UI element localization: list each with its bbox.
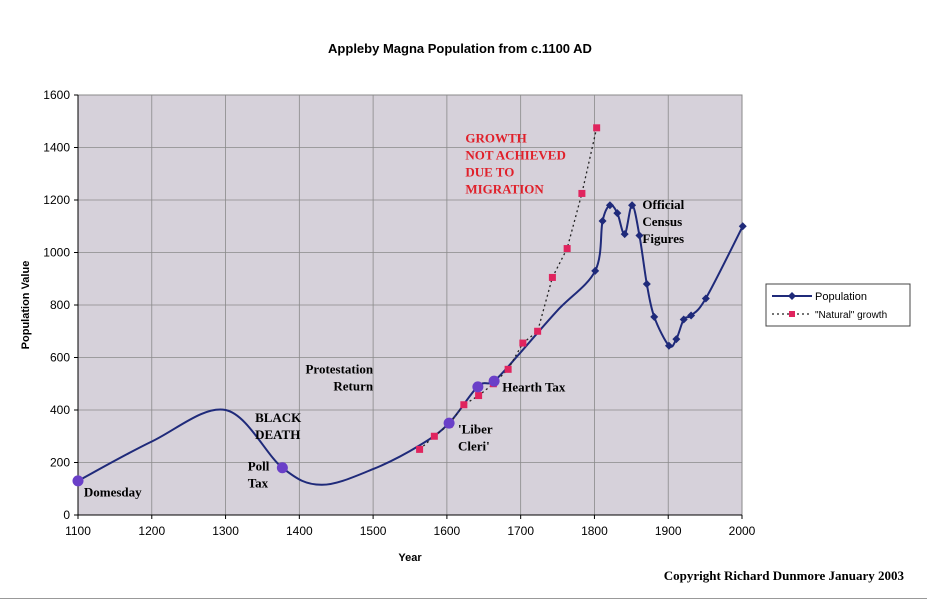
legend-natural-label: "Natural" growth (815, 310, 887, 321)
series-layer (72, 124, 747, 487)
annotation-line: Protestation (305, 361, 373, 376)
y-tick-label: 0 (63, 508, 70, 522)
annotation-growth-note: GROWTH NOT ACHIEVED DUE TO MIGRATION (465, 130, 566, 196)
population-point (701, 294, 710, 303)
historical-source-marker (443, 417, 455, 429)
population-point (613, 209, 622, 218)
x-tick-label: 1700 (507, 524, 534, 538)
y-tick-label: 200 (50, 456, 70, 470)
natural-growth-point (460, 401, 468, 409)
annotation-line: BLACK (255, 410, 302, 425)
bottom-rule (0, 598, 927, 599)
chart-title: Appleby Magna Population from c.1100 AD (328, 41, 592, 56)
x-tick-label: 1600 (434, 524, 461, 538)
population-point (642, 280, 651, 288)
natural-growth-point (548, 273, 556, 281)
x-tick-label: 1800 (581, 524, 608, 538)
historical-source-marker (488, 375, 500, 387)
population-point (679, 315, 688, 324)
population-point (664, 341, 673, 350)
population-point (620, 230, 629, 239)
x-tick-label: 1300 (212, 524, 239, 538)
natural-growth-point (593, 124, 601, 132)
annotation-protestation-return: Protestation Return (305, 361, 373, 393)
natural-growth-point (578, 189, 586, 197)
x-tick-label: 1500 (360, 524, 387, 538)
annotation-line: Figures (642, 231, 684, 246)
copyright-note: Copyright Richard Dunmore January 2003 (664, 568, 905, 583)
historical-source-marker (472, 381, 484, 393)
annotation-line: NOT ACHIEVED (465, 147, 566, 162)
annotations: Domesday BLACK DEATH Poll Tax Protestation Ret… (84, 130, 685, 499)
annotation-line: Cleri' (458, 439, 490, 454)
population-point (738, 222, 747, 231)
natural-growth-point (504, 365, 512, 373)
historical-source-marker (72, 475, 84, 487)
y-tick-label: 1200 (43, 193, 70, 207)
population-point (650, 312, 659, 321)
annotation-line: Census (642, 214, 682, 229)
population-point (605, 201, 614, 210)
legend: Population "Natural" growth (765, 283, 911, 327)
annotation-domesday: Domesday (84, 485, 142, 500)
population-point (635, 231, 644, 240)
annotation-line: Poll (248, 458, 270, 473)
annotation-line: Domesday (84, 485, 142, 500)
x-tick-label: 1400 (286, 524, 313, 538)
x-tick-label: 1200 (138, 524, 165, 538)
natural-growth-point (519, 339, 527, 347)
y-axis-title: Population Value (20, 261, 32, 350)
annotation-line: Hearth Tax (502, 380, 566, 395)
annotation-line: Return (333, 378, 373, 393)
population-point (591, 266, 600, 275)
natural-growth-point (563, 245, 571, 253)
y-tick-label: 600 (50, 351, 70, 365)
x-axis-title: Year (398, 552, 422, 564)
annotation-line: GROWTH (465, 130, 526, 145)
population-point (672, 335, 681, 344)
legend-population-marker (788, 292, 796, 300)
natural-growth-point (430, 432, 438, 440)
axes: 1100 1200 1300 1400 1500 1600 1700 1800 1900 2000… (43, 88, 755, 538)
natural-growth-point (475, 392, 483, 400)
y-tick-label: 1600 (43, 88, 70, 102)
legend-population-label: Population (815, 291, 867, 303)
annotation-line: DEATH (255, 427, 300, 442)
population-point (687, 311, 696, 320)
annotation-liber-cleri: 'Liber Cleri' (458, 422, 493, 454)
annotation-poll-tax: Poll Tax (248, 458, 270, 490)
legend-natural-marker (789, 311, 795, 317)
population-point (628, 201, 637, 210)
annotation-line: Official (642, 197, 684, 212)
legend-box (765, 283, 911, 327)
annotation-line: Tax (248, 475, 269, 490)
annotation-hearth-tax: Hearth Tax (502, 380, 566, 395)
natural-growth-point (416, 445, 424, 453)
annotation-census: Official Census Figures (642, 197, 684, 246)
population-series-line (77, 204, 744, 486)
y-tick-label: 1000 (43, 246, 70, 260)
x-tick-label: 1100 (65, 524, 91, 538)
x-tick-label: 1900 (655, 524, 682, 538)
annotation-black-death: BLACK DEATH (255, 410, 302, 442)
annotation-line: 'Liber (458, 422, 493, 437)
y-tick-label: 400 (50, 403, 70, 417)
annotation-line: DUE TO (465, 164, 514, 179)
x-tick-label: 2000 (729, 524, 756, 538)
population-point (598, 217, 607, 225)
y-tick-label: 800 (50, 298, 70, 312)
y-tick-label: 1400 (43, 141, 70, 155)
annotation-line: MIGRATION (465, 181, 544, 196)
natural-growth-point (534, 327, 542, 335)
historical-source-marker (276, 462, 288, 474)
